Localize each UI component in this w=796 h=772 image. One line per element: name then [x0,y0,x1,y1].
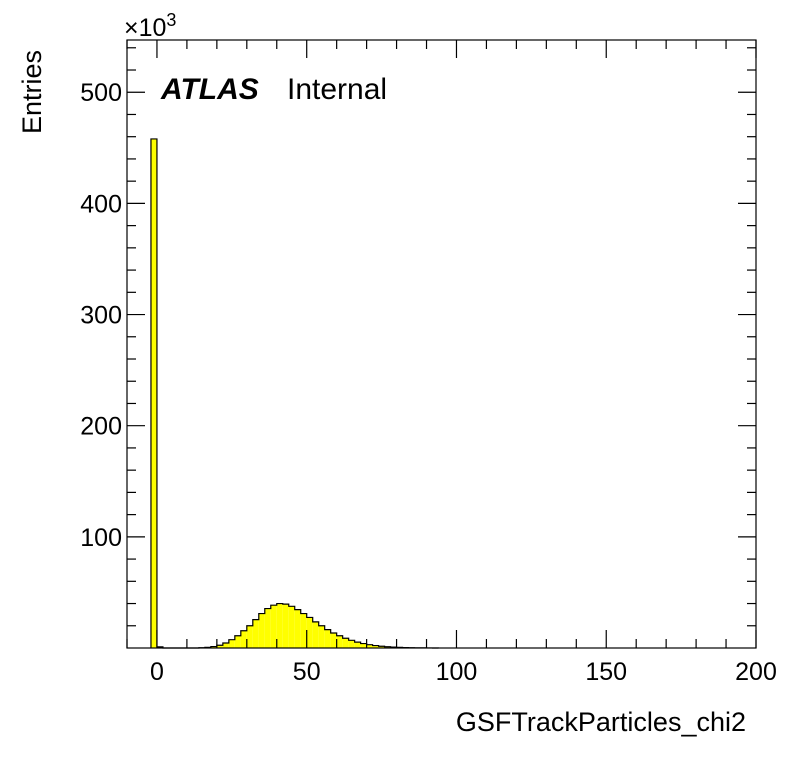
x-axis-title: GSFTrackParticles_chi2 [456,707,746,737]
histogram-bin [366,644,373,648]
histogram-bin [336,635,343,648]
histogram-bin [378,646,385,648]
histogram-bin [306,617,313,648]
atlas-label: ATLAS [160,73,259,106]
y-axis-title: Entries [17,50,47,134]
histogram-bin [216,645,223,648]
y-tick-label: 500 [80,79,122,107]
x-tick-label: 200 [735,658,777,686]
y-tick-label: 300 [80,302,122,330]
y-tick-label: 100 [80,524,122,552]
histogram-bars [150,138,439,648]
histogram-outline [150,138,440,649]
histogram-bin [372,645,379,648]
histogram-bin [354,642,361,648]
histogram-bin [384,646,391,648]
histogram-bin [246,625,253,648]
histogram-bin [258,613,265,648]
plot-frame [126,39,757,649]
histogram-bin [150,138,157,648]
histogram-bin [282,604,289,648]
histogram-bin [348,640,355,648]
histogram-bin [264,608,271,648]
histogram-bin [228,639,235,648]
histogram-bin [252,619,259,648]
y-axis-multiplier: ×103 [124,10,176,42]
histogram-bin [300,613,307,648]
x-tick-label: 50 [293,658,321,686]
histogram-bin [222,642,229,648]
histogram-bin [276,603,283,648]
histogram-bin [330,632,337,648]
histogram-bin [324,629,331,648]
histogram-bin [342,638,349,648]
x-tick-label: 100 [436,658,478,686]
histogram-bin [270,605,277,648]
histogram-bin [294,609,301,648]
axis-ticks [126,40,757,648]
y-tick-label: 200 [80,413,122,441]
y-tick-labels: 100 200 300 400 500 [80,79,122,552]
histogram-bin [234,635,241,648]
histogram-bin [210,646,217,648]
internal-label: Internal [287,73,387,106]
histogram-bin [312,621,319,648]
y-tick-label: 400 [80,190,122,218]
histogram-bin [240,630,247,648]
histogram-bin [360,643,367,648]
histogram-bin [318,625,325,648]
x-tick-labels: 0 50 100 150 200 [150,658,777,686]
x-tick-label: 0 [150,658,164,686]
x-tick-label: 150 [585,658,627,686]
histogram-bin [288,606,295,648]
y-axis-multiplier-exponent: 3 [166,10,176,30]
